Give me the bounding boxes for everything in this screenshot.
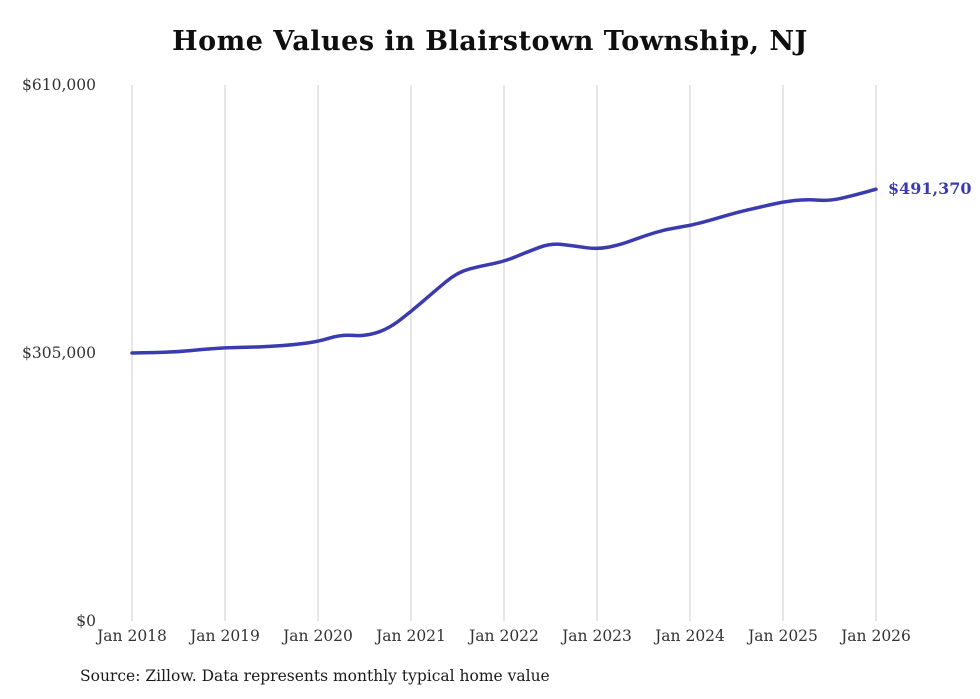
y-tick-label: $610,000 xyxy=(22,76,96,94)
y-tick-label: $305,000 xyxy=(22,344,96,362)
x-tick-label: Jan 2023 xyxy=(562,627,632,645)
x-tick-label: Jan 2021 xyxy=(376,627,446,645)
x-tick-label: Jan 2025 xyxy=(748,627,818,645)
source-note: Source: Zillow. Data represents monthly … xyxy=(80,667,550,685)
latest-value-label: $491,370 xyxy=(888,179,972,199)
x-tick-label: Jan 2018 xyxy=(97,627,167,645)
x-tick-label: Jan 2026 xyxy=(841,627,911,645)
x-tick-label: Jan 2020 xyxy=(283,627,353,645)
chart-title: Home Values in Blairstown Township, NJ xyxy=(172,26,808,57)
home-value-line xyxy=(130,187,878,355)
x-tick-label: Jan 2022 xyxy=(469,627,539,645)
y-tick-label: $0 xyxy=(76,612,96,630)
x-tick-label: Jan 2024 xyxy=(655,627,725,645)
x-tick-label: Jan 2019 xyxy=(190,627,260,645)
